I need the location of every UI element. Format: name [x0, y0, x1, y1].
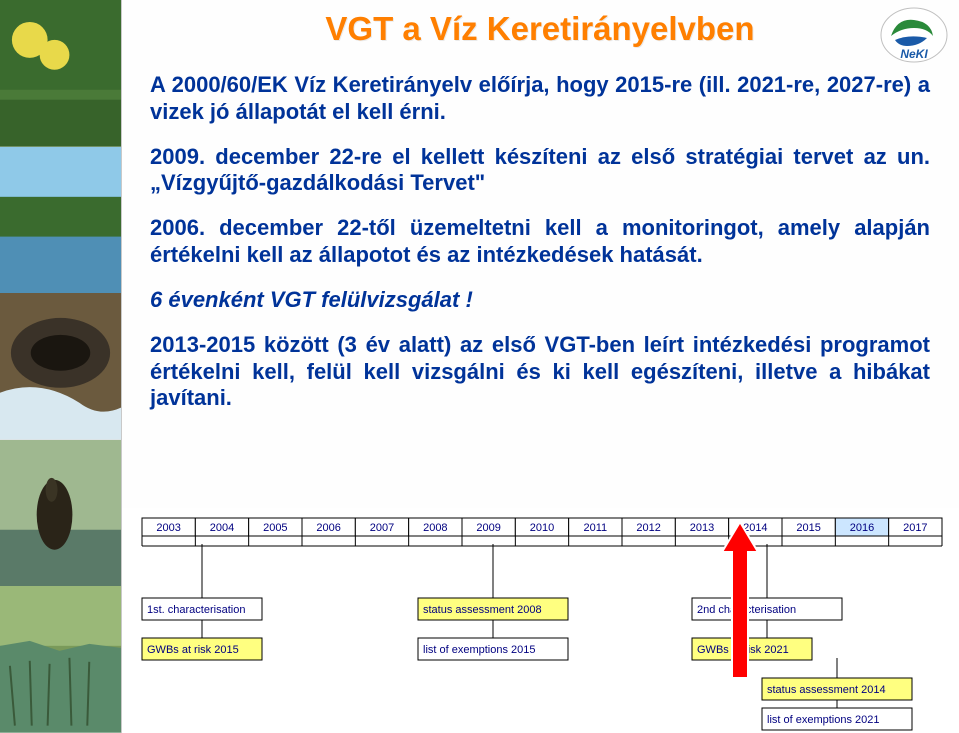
sidebar-image-3 [0, 293, 121, 440]
paragraph-4: 2013-2015 között (3 év alatt) az első VG… [150, 332, 930, 412]
svg-text:2005: 2005 [263, 522, 287, 534]
sidebar-image-5 [0, 586, 121, 733]
svg-text:2013: 2013 [690, 522, 714, 534]
svg-text:2010: 2010 [530, 522, 554, 534]
svg-text:2006: 2006 [316, 522, 340, 534]
svg-text:1st. characterisation: 1st. characterisation [147, 604, 245, 616]
svg-text:2003: 2003 [156, 522, 180, 534]
slide-title: VGT a Víz Keretirányelvben [150, 10, 930, 48]
sidebar-image-2 [0, 147, 121, 294]
paragraph-2: 2009. december 22-re el kellett készíten… [150, 144, 930, 198]
svg-text:GWBs at risk 2015: GWBs at risk 2015 [147, 644, 239, 656]
svg-text:list of exemptions 2021: list of exemptions 2021 [767, 714, 880, 726]
svg-text:2004: 2004 [210, 522, 234, 534]
highlight-arrow [722, 522, 758, 678]
svg-text:2015: 2015 [796, 522, 820, 534]
svg-text:2012: 2012 [636, 522, 660, 534]
slide: NeKI VGT a Víz Keretirányelvben A 2000/6… [0, 0, 959, 733]
arrow-shape [722, 522, 758, 678]
content-area: VGT a Víz Keretirányelvben A 2000/60/EK … [130, 0, 950, 430]
svg-text:2016: 2016 [850, 522, 874, 534]
svg-text:list of exemptions 2015: list of exemptions 2015 [423, 644, 536, 656]
svg-text:2008: 2008 [423, 522, 447, 534]
sidebar-image-1 [0, 0, 121, 147]
svg-text:status assessment 2014: status assessment 2014 [767, 684, 886, 696]
paragraph-review: 6 évenként VGT felülvizsgálat ! [150, 287, 930, 314]
timeline-chart: 2003 2004 2005 2006 2007 2008 2009 2010 2011 2012… [122, 508, 959, 733]
paragraph-3: 2006. december 22-től üzemeltetni kell a… [150, 215, 930, 269]
svg-text:2007: 2007 [370, 522, 394, 534]
paragraph-1: A 2000/60/EK Víz Keretirányelv előírja, … [150, 72, 930, 126]
sidebar-photo-strip [0, 0, 122, 733]
body-text: A 2000/60/EK Víz Keretirányelv előírja, … [150, 72, 930, 412]
svg-text:2009: 2009 [476, 522, 500, 534]
svg-text:2011: 2011 [584, 522, 608, 534]
svg-text:2017: 2017 [903, 522, 927, 534]
sidebar-image-4 [0, 440, 121, 587]
svg-text:status assessment 2008: status assessment 2008 [423, 604, 542, 616]
